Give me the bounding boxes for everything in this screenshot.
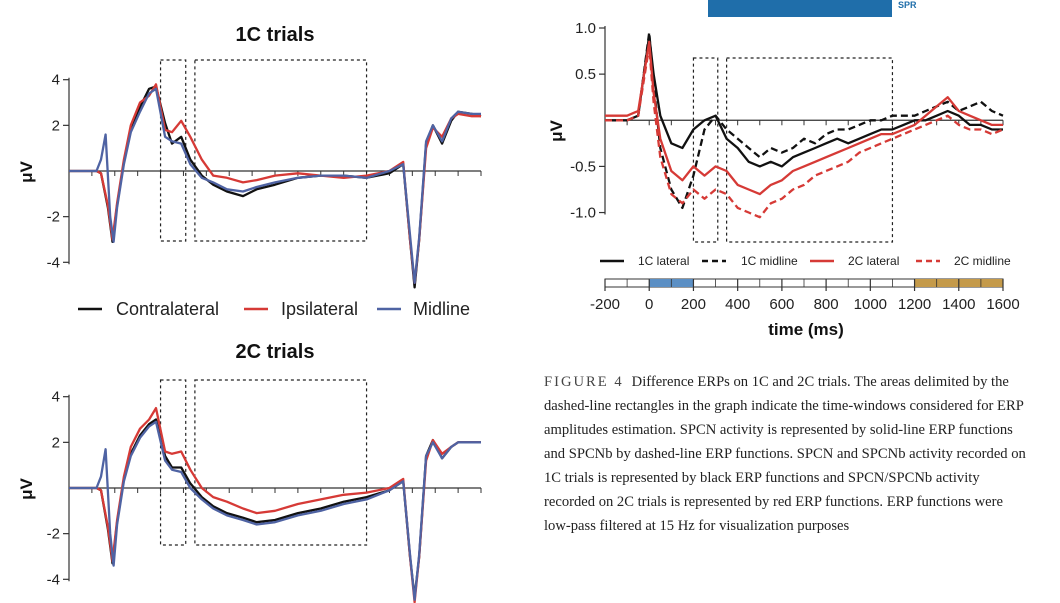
series-line xyxy=(69,406,481,603)
time-window-rect xyxy=(692,57,719,243)
chart-difference-erps: μV 1.0 0.5 -0.5 -1.0 1C lateral 1C midline … xyxy=(547,20,1020,339)
legend-label-ipsilateral: Ipsilateral xyxy=(281,299,358,319)
journal-banner: SPR xyxy=(708,0,960,17)
journal-logo: SPR xyxy=(892,0,960,17)
x-tick-label: 1600 xyxy=(986,296,1019,313)
time-window-rect xyxy=(726,57,894,243)
chart-2c-trials: 2C trials μV 4 2 -2 -4 xyxy=(17,341,482,603)
y-tick-label: -4 xyxy=(47,254,60,271)
y-tick-label: -4 xyxy=(47,571,60,588)
time-window-rect xyxy=(159,379,187,546)
series-line xyxy=(69,87,481,284)
x-tick-label: 400 xyxy=(725,296,750,313)
legend-label-2c-lateral: 2C lateral xyxy=(848,254,899,268)
y-tick-label: 4 xyxy=(52,389,60,406)
legend-label-1c-midline: 1C midline xyxy=(741,254,798,268)
legend-right: 1C lateral 1C midline 2C lateral 2C midl… xyxy=(600,254,1011,268)
figure-label: FIGURE 4 xyxy=(544,374,624,390)
chart-1c-trials: 1C trials μV 4 2 -2 -4 xyxy=(17,24,482,289)
y-tick-label: 0.5 xyxy=(575,66,596,83)
y-tick-label: -0.5 xyxy=(570,158,596,175)
series-line xyxy=(605,34,1003,168)
caption-text: Difference ERPs on 1C and 2C trials. The… xyxy=(544,374,1026,534)
x-tick-label: 1400 xyxy=(942,296,975,313)
y-tick-label: 4 xyxy=(52,72,60,89)
x-tick-label: 1000 xyxy=(854,296,887,313)
chart-title: 2C trials xyxy=(236,341,315,363)
time-window-rect xyxy=(159,59,187,242)
series-line xyxy=(69,85,482,289)
y-axis-label: μV xyxy=(17,477,36,499)
journal-logo-text: SPR xyxy=(898,0,917,10)
y-axis-label: μV xyxy=(547,119,566,141)
chart-title: 1C trials xyxy=(236,24,315,46)
x-tick-label: 200 xyxy=(681,296,706,313)
legend-label-midline: Midline xyxy=(413,299,470,319)
y-tick-label: -2 xyxy=(47,209,60,226)
y-axis-label: μV xyxy=(17,160,36,182)
x-tick-label: -200 xyxy=(590,296,620,313)
legend-label-2c-midline: 2C midline xyxy=(954,254,1011,268)
legend-label-1c-lateral: 1C lateral xyxy=(638,254,689,268)
time-window-rect xyxy=(194,379,368,546)
y-tick-label: 2 xyxy=(52,434,60,451)
legend-label-contralateral: Contralateral xyxy=(116,299,219,319)
y-tick-label: -1.0 xyxy=(570,205,596,222)
x-tick-label: 0 xyxy=(645,296,653,313)
y-tick-label: 2 xyxy=(52,117,60,134)
legend-left: Contralateral Ipsilateral Midline xyxy=(78,299,470,319)
x-tick-label: 800 xyxy=(814,296,839,313)
series-line xyxy=(69,420,481,601)
series-line xyxy=(605,40,1003,196)
y-tick-label: -2 xyxy=(47,526,60,543)
x-tick-label: 1200 xyxy=(898,296,931,313)
time-window-rect xyxy=(194,59,368,242)
figure-caption: FIGURE 4 Difference ERPs on 1C and 2C tri… xyxy=(544,370,1026,538)
series-line xyxy=(605,45,1004,219)
x-tick-label: 600 xyxy=(769,296,794,313)
y-tick-label: 1.0 xyxy=(575,20,596,37)
x-axis-label: time (ms) xyxy=(768,320,844,339)
